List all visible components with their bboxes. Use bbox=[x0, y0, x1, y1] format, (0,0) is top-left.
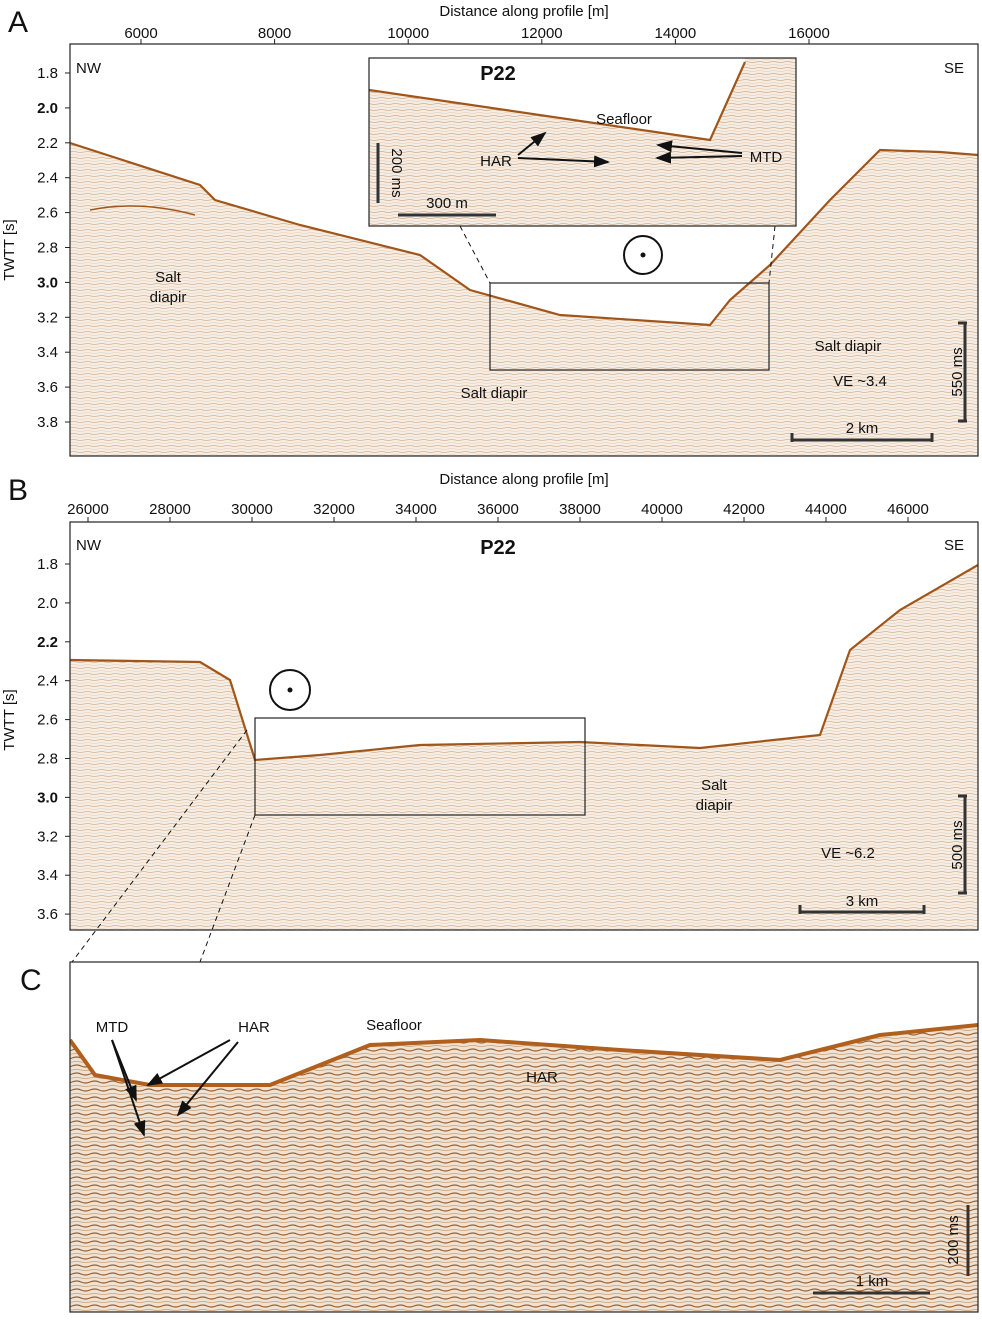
y-tick-label: 2.0 bbox=[37, 100, 58, 117]
label: Salt diapir bbox=[461, 385, 528, 402]
label: Salt bbox=[701, 777, 728, 794]
corner-label: SE bbox=[944, 537, 964, 554]
panel-a: A Distance along profile [m] TWTT [s] NW… bbox=[1, 3, 979, 457]
scale-label: 550 ms bbox=[949, 347, 966, 396]
y-axis-label: TWTT [s] bbox=[1, 219, 18, 280]
label: Salt bbox=[155, 269, 182, 286]
x-tick-label: 42000 bbox=[723, 501, 765, 518]
label: MTD bbox=[750, 149, 783, 166]
panel-letter: B bbox=[8, 474, 28, 507]
x-tick-label: 6000 bbox=[124, 25, 157, 42]
y-tick-label: 2.2 bbox=[37, 135, 58, 152]
panel-title: P22 bbox=[480, 537, 516, 559]
label: HAR bbox=[480, 153, 512, 170]
x-tick-label: 16000 bbox=[788, 25, 830, 42]
x-tick-label: 10000 bbox=[387, 25, 429, 42]
label: Salt diapir bbox=[815, 338, 882, 355]
x-tick-label: 26000 bbox=[67, 501, 109, 518]
x-axis-label: Distance along profile [m] bbox=[439, 3, 608, 20]
y-tick-label: 2.4 bbox=[37, 170, 58, 187]
panel-b: B Distance along profile [m] TWTT [s] NW… bbox=[1, 471, 979, 963]
panel-letter: C bbox=[20, 964, 42, 997]
y-tick-label: 1.8 bbox=[37, 556, 58, 573]
label: HAR bbox=[526, 1069, 558, 1086]
x-tick-label: 36000 bbox=[477, 501, 519, 518]
y-tick-label: 3.0 bbox=[37, 274, 58, 291]
x-tick-label: 28000 bbox=[149, 501, 191, 518]
y-tick-label: 2.6 bbox=[37, 712, 58, 729]
y-tick-label: 2.4 bbox=[37, 673, 58, 690]
y-tick-label: 2.6 bbox=[37, 205, 58, 222]
y-tick-label: 3.2 bbox=[37, 309, 58, 326]
y-tick-label: 3.4 bbox=[37, 867, 58, 884]
y-tick-label: 2.8 bbox=[37, 751, 58, 768]
scale-label: 200 ms bbox=[945, 1215, 962, 1264]
x-tick-label: 34000 bbox=[395, 501, 437, 518]
scale-label: 1 km bbox=[856, 1273, 889, 1290]
label: VE ~6.2 bbox=[821, 845, 875, 862]
y-tick-label: 3.4 bbox=[37, 344, 58, 361]
scale-label: 500 ms bbox=[949, 820, 966, 869]
x-tick-label: 44000 bbox=[805, 501, 847, 518]
x-tick-label: 32000 bbox=[313, 501, 355, 518]
y-tick-label: 3.8 bbox=[37, 414, 58, 431]
x-tick-label: 30000 bbox=[231, 501, 273, 518]
label: Seafloor bbox=[366, 1017, 422, 1034]
label: Seafloor bbox=[596, 111, 652, 128]
x-tick-label: 12000 bbox=[521, 25, 563, 42]
panel-letter: A bbox=[8, 6, 28, 39]
scale-label: 200 ms bbox=[388, 148, 405, 197]
y-tick-label: 2.8 bbox=[37, 240, 58, 257]
label: MTD bbox=[96, 1019, 129, 1036]
scale-label: 300 m bbox=[426, 195, 468, 212]
corner-label: NW bbox=[76, 60, 102, 77]
corner-label: NW bbox=[76, 537, 102, 554]
label: diapir bbox=[150, 289, 187, 306]
label: HAR bbox=[238, 1019, 270, 1036]
x-tick-label: 38000 bbox=[559, 501, 601, 518]
panel-c: C MTD HAR Seafloor HAR 200 ms 1 km bbox=[20, 961, 979, 1313]
y-tick-label: 1.8 bbox=[37, 65, 58, 82]
y-tick-label: 3.2 bbox=[37, 828, 58, 845]
x-tick-label: 40000 bbox=[641, 501, 683, 518]
y-tick-label: 3.6 bbox=[37, 906, 58, 923]
y-tick-label: 2.0 bbox=[37, 595, 58, 612]
y-tick-label: 3.6 bbox=[37, 379, 58, 396]
x-tick-label: 8000 bbox=[258, 25, 291, 42]
y-axis-label: TWTT [s] bbox=[1, 689, 18, 750]
y-tick-label: 3.0 bbox=[37, 789, 58, 806]
x-axis-label: Distance along profile [m] bbox=[439, 471, 608, 488]
label: VE ~3.4 bbox=[833, 373, 887, 390]
y-tick-label: 2.2 bbox=[37, 634, 58, 651]
label: diapir bbox=[696, 797, 733, 814]
scale-label: 2 km bbox=[846, 420, 879, 437]
inset-title: P22 bbox=[480, 63, 516, 85]
x-tick-label: 46000 bbox=[887, 501, 929, 518]
scale-label: 3 km bbox=[846, 893, 879, 910]
corner-label: SE bbox=[944, 60, 964, 77]
x-tick-label: 14000 bbox=[655, 25, 697, 42]
